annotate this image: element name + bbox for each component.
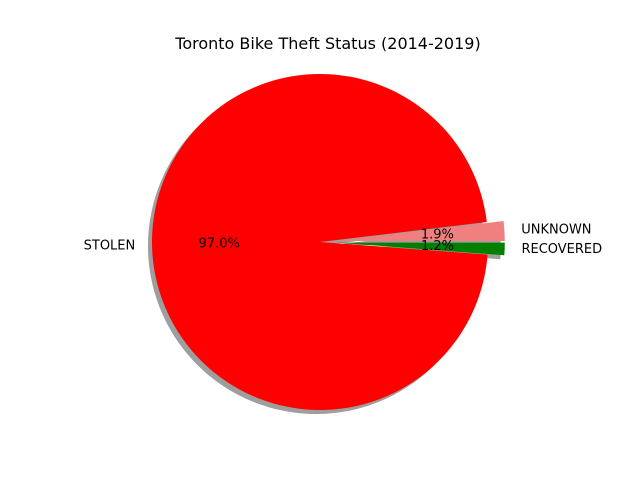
pie-slice-unknown (336, 221, 505, 241)
percentage-label-layer: 1.9% 97.0% 1.2% (199, 227, 454, 253)
slice-label-unknown: UNKNOWN (521, 222, 591, 237)
pie-slice-recovered (336, 242, 505, 256)
label-layer: UNKNOWN STOLEN RECOVERED (84, 222, 603, 257)
pie-slice-stolen (152, 73, 488, 410)
slice-label-recovered: RECOVERED (521, 242, 602, 257)
chart-title: Toronto Bike Theft Status (2014-2019) (174, 34, 480, 53)
pct-label-recovered: 1.2% (421, 239, 454, 254)
pct-label-unknown: 1.9% (421, 227, 454, 242)
pct-label-stolen: 97.0% (199, 237, 240, 252)
slice-label-stolen: STOLEN (84, 239, 136, 254)
slice-layer (152, 73, 505, 410)
